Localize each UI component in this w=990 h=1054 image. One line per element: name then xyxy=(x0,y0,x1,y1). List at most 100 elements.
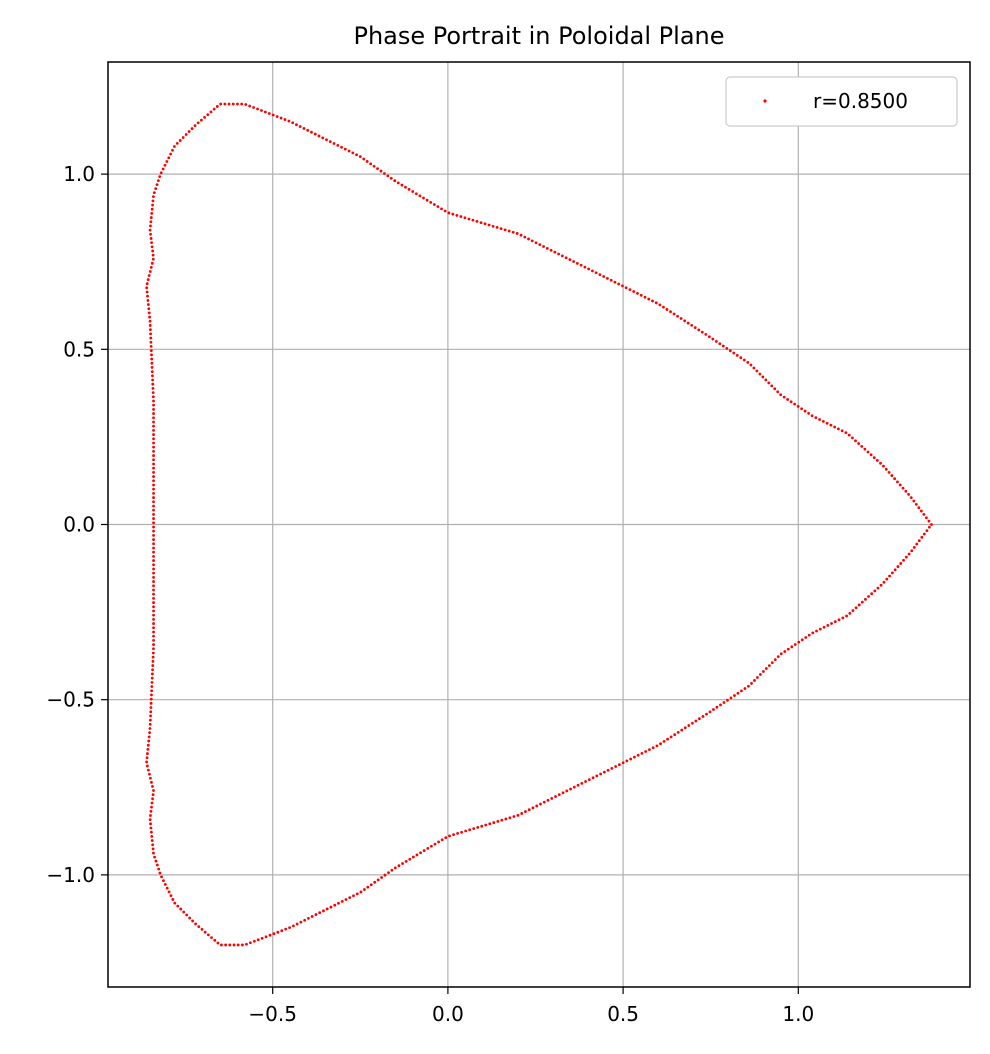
data-point xyxy=(783,650,787,653)
data-point xyxy=(149,776,152,780)
data-point xyxy=(542,245,545,248)
data-point xyxy=(150,241,154,245)
data-point xyxy=(632,290,636,293)
data-point xyxy=(776,390,780,394)
data-point xyxy=(767,664,771,667)
data-point xyxy=(151,382,155,386)
data-point xyxy=(154,187,158,191)
data-point xyxy=(151,664,155,667)
data-point xyxy=(151,378,155,382)
data-point xyxy=(890,571,894,575)
data-point xyxy=(152,466,155,470)
data-point xyxy=(708,710,712,714)
data-point xyxy=(408,857,412,861)
data-point xyxy=(443,209,447,213)
data-point xyxy=(475,219,479,223)
data-point xyxy=(815,629,818,633)
data-point xyxy=(329,905,333,909)
data-point xyxy=(271,113,275,117)
data-point xyxy=(519,233,523,237)
data-point xyxy=(152,462,155,466)
data-point xyxy=(152,487,155,491)
data-point xyxy=(152,542,155,546)
data-point xyxy=(857,442,861,445)
data-point xyxy=(925,516,928,520)
data-point xyxy=(648,748,651,751)
data-point xyxy=(149,340,153,344)
data-point xyxy=(245,942,248,946)
data-point xyxy=(151,651,155,655)
data-point xyxy=(686,321,690,325)
data-point xyxy=(362,888,366,891)
data-point xyxy=(448,834,451,838)
data-point xyxy=(444,836,448,840)
data-point xyxy=(150,780,153,784)
data-point xyxy=(516,813,520,817)
data-point xyxy=(194,922,197,926)
data-point xyxy=(864,597,867,601)
data-point xyxy=(572,785,576,789)
data-point xyxy=(248,104,252,108)
data-point xyxy=(223,102,227,106)
data-point xyxy=(873,589,877,593)
data-point xyxy=(483,222,487,226)
data-point xyxy=(549,248,553,252)
data-point xyxy=(725,346,729,350)
data-point xyxy=(893,477,897,481)
data-point xyxy=(152,550,155,554)
data-point xyxy=(773,387,777,391)
data-point xyxy=(149,830,153,834)
data-point xyxy=(152,601,155,604)
data-point xyxy=(152,191,156,195)
data-point xyxy=(275,115,279,118)
data-point xyxy=(147,739,151,743)
data-point xyxy=(155,863,159,867)
data-point xyxy=(396,181,400,185)
data-point xyxy=(432,203,436,206)
data-point xyxy=(665,308,669,311)
data-point xyxy=(613,280,617,284)
data-point xyxy=(867,595,870,598)
data-point xyxy=(348,896,352,900)
data-point xyxy=(220,943,223,947)
data-point xyxy=(151,785,154,788)
data-point xyxy=(644,750,648,753)
data-point xyxy=(887,471,891,474)
data-point xyxy=(779,652,783,656)
data-point xyxy=(158,871,162,875)
data-point xyxy=(735,353,739,357)
y-tick-label: 0.5 xyxy=(63,337,95,361)
data-point xyxy=(152,454,155,457)
data-point xyxy=(291,121,295,125)
data-point xyxy=(860,600,864,604)
data-point xyxy=(793,402,797,406)
data-point xyxy=(152,533,155,537)
data-point xyxy=(146,294,149,298)
data-point xyxy=(152,428,155,432)
data-point xyxy=(411,190,415,193)
data-point xyxy=(854,606,858,610)
data-point xyxy=(527,808,531,812)
data-point xyxy=(147,307,151,311)
data-point xyxy=(152,563,155,567)
data-point xyxy=(700,330,704,334)
data-point xyxy=(283,118,287,121)
data-point xyxy=(145,286,149,290)
data-point xyxy=(602,275,606,278)
data-point xyxy=(152,403,155,407)
data-point xyxy=(152,512,155,516)
data-point xyxy=(369,883,373,887)
data-point xyxy=(872,456,876,459)
data-point xyxy=(152,424,155,428)
data-point xyxy=(876,586,880,590)
data-point xyxy=(884,467,888,471)
data-point xyxy=(240,102,244,106)
data-point xyxy=(500,818,504,822)
data-point xyxy=(267,112,271,115)
data-point xyxy=(425,198,429,202)
data-point xyxy=(418,194,422,198)
data-point xyxy=(317,134,321,138)
data-point xyxy=(464,829,468,833)
data-point xyxy=(181,136,185,139)
